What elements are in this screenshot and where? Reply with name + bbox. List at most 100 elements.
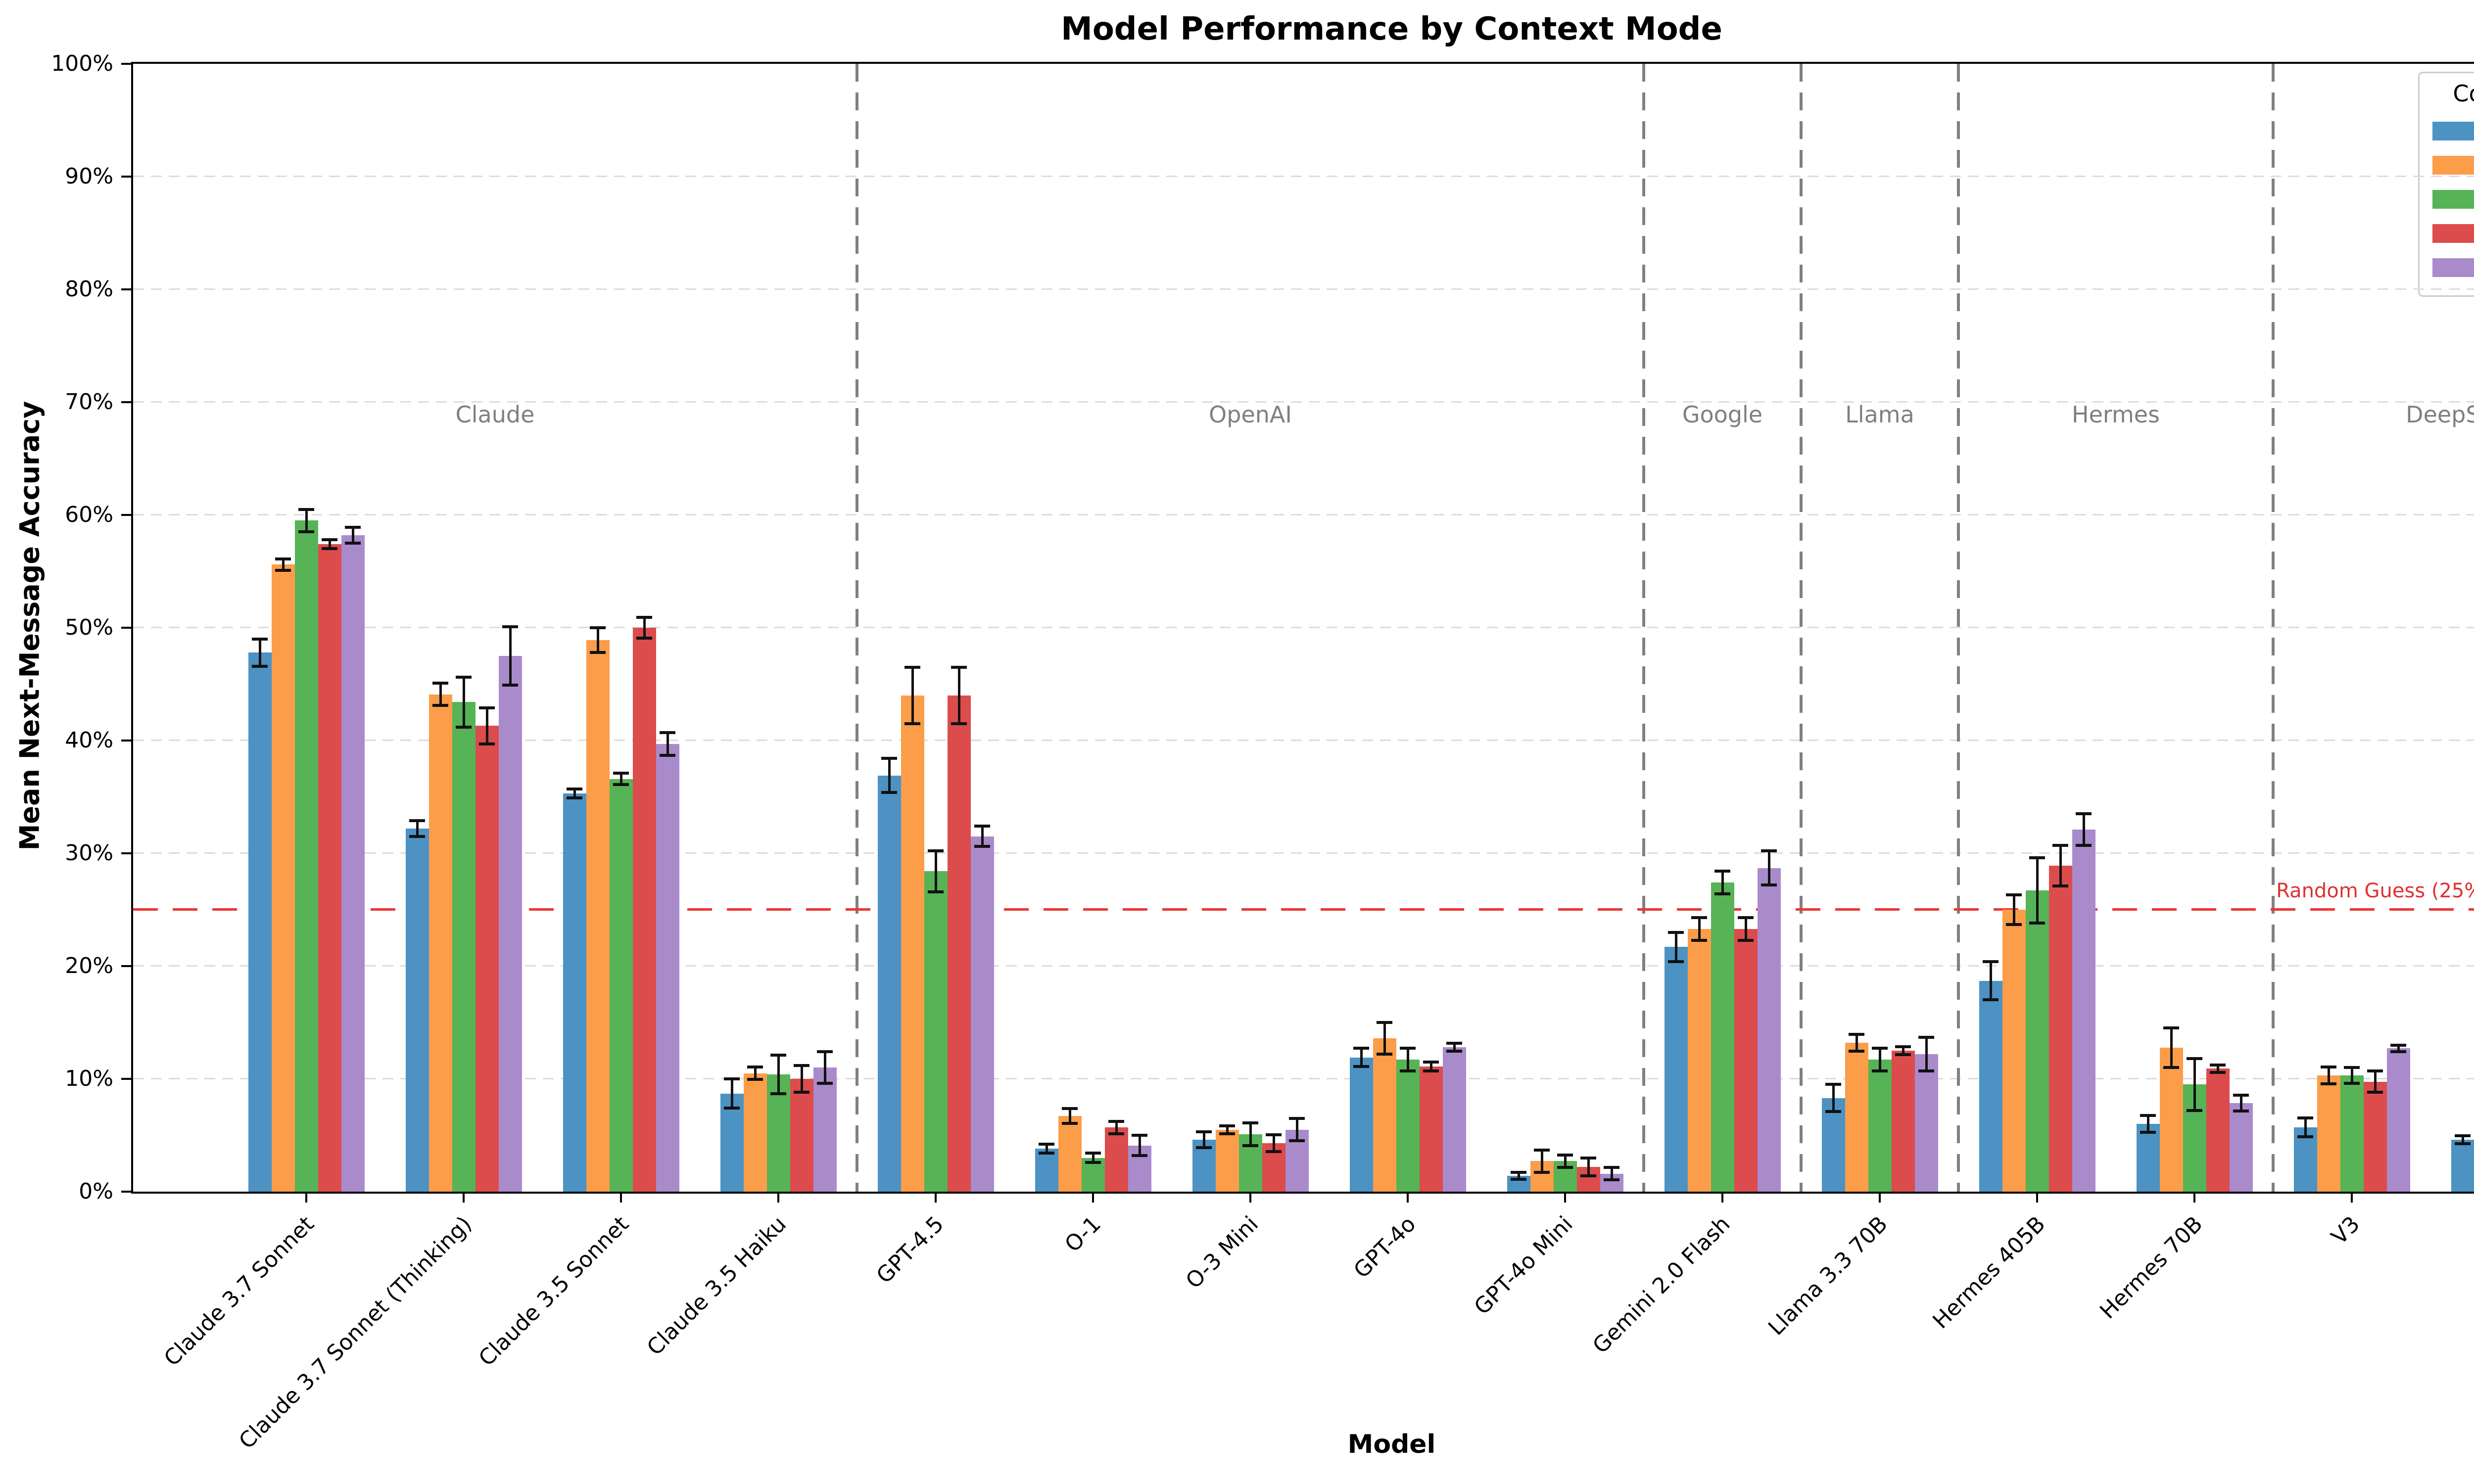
section-separator: [1800, 64, 1803, 1192]
bar: [341, 535, 365, 1192]
x-tick: [463, 1194, 465, 1203]
error-bar-cap: [2052, 884, 2068, 888]
y-tick-label: 80%: [65, 277, 113, 302]
x-tick-label: Claude 3.7 Sonnet: [159, 1211, 320, 1371]
error-bar-cap: [1534, 1171, 1550, 1174]
y-tick: [121, 627, 131, 629]
error-bar-cap: [1557, 1153, 1573, 1157]
error-bar: [1430, 1062, 1432, 1071]
x-tick: [1249, 1194, 1251, 1203]
error-bar-cap: [1849, 1032, 1864, 1036]
legend-swatch: [2432, 224, 2474, 243]
gridline: [133, 401, 2474, 403]
bar: [2072, 830, 2095, 1192]
bar: [318, 544, 341, 1192]
y-tick: [121, 740, 131, 742]
error-bar: [666, 733, 669, 755]
x-tick-label: Gemini 2.0 Flash: [1588, 1211, 1736, 1359]
error-bar-cap: [2344, 1082, 2360, 1085]
error-bar-cap: [1668, 930, 1684, 934]
error-bar: [1721, 871, 1724, 894]
gridline: [133, 740, 2474, 741]
error-bar: [352, 527, 354, 543]
bar: [1734, 928, 1758, 1192]
legend: Context Mode No Context50 Raw50 Summary1…: [2418, 72, 2474, 297]
error-bar-cap: [724, 1107, 740, 1110]
error-bar: [2217, 1065, 2219, 1073]
error-bar: [1203, 1132, 1205, 1148]
gridline: [133, 176, 2474, 177]
y-tick-label: 10%: [65, 1066, 113, 1091]
error-bar: [2036, 858, 2039, 924]
error-bar-cap: [1377, 1021, 1392, 1024]
error-bar: [1856, 1034, 1858, 1052]
bar: [609, 779, 633, 1192]
bar: [1442, 1047, 1466, 1192]
y-tick-label: 60%: [65, 502, 113, 527]
error-bar: [935, 851, 937, 892]
gridline: [133, 627, 2474, 628]
x-tick-label: GPT-4o: [1348, 1211, 1421, 1284]
section-separator: [2272, 64, 2275, 1192]
error-bar-cap: [881, 790, 897, 794]
error-bar-cap: [770, 1092, 786, 1095]
section-label: Hermes: [2071, 401, 2160, 428]
error-bar-cap: [724, 1077, 740, 1080]
y-tick-label: 20%: [65, 953, 113, 978]
error-bar-cap: [1219, 1124, 1235, 1127]
error-bar-cap: [1062, 1122, 1078, 1125]
error-bar-cap: [345, 542, 361, 545]
bar: [248, 652, 272, 1192]
y-tick-label: 70%: [65, 389, 113, 415]
error-bar-cap: [2390, 1043, 2406, 1047]
bar: [1979, 980, 2002, 1192]
error-bar: [1902, 1047, 1904, 1055]
bar: [1396, 1060, 1420, 1192]
error-bar-cap: [298, 508, 314, 511]
legend-item: No Context: [2420, 114, 2474, 148]
y-axis-label: Mean Next-Message Accuracy: [14, 401, 46, 851]
error-bar: [1587, 1158, 1590, 1176]
error-bar-cap: [1918, 1035, 1934, 1039]
error-bar: [801, 1065, 803, 1093]
error-bar-cap: [409, 835, 425, 838]
error-bar-cap: [1039, 1143, 1054, 1146]
error-bar-cap: [2052, 844, 2068, 847]
error-bar-cap: [322, 547, 337, 551]
bar: [1868, 1060, 1892, 1192]
bar: [632, 628, 656, 1192]
error-bar-cap: [1761, 883, 1777, 886]
error-bar-cap: [881, 757, 897, 760]
bar: [2386, 1048, 2410, 1192]
bar: [498, 656, 522, 1192]
error-bar-cap: [1511, 1171, 1526, 1174]
error-bar-cap: [1825, 1110, 1841, 1113]
error-bar-cap: [1400, 1047, 1416, 1050]
error-bar-cap: [951, 665, 967, 669]
error-bar-cap: [636, 636, 652, 640]
random-guess-label: Random Guess (25%): [2276, 880, 2474, 902]
error-bar: [259, 639, 261, 666]
y-tick: [121, 288, 131, 290]
bar: [475, 726, 499, 1192]
x-tick: [2036, 1194, 2038, 1203]
error-bar: [1541, 1150, 1543, 1173]
error-bar: [1407, 1048, 1409, 1071]
error-bar-cap: [1872, 1069, 1888, 1073]
error-bar-cap: [2006, 923, 2022, 926]
bar: [877, 775, 901, 1192]
error-bar: [824, 1052, 826, 1084]
x-tick-label: O-3 Mini: [1181, 1211, 1264, 1294]
error-bar-cap: [2187, 1057, 2202, 1060]
error-bar: [2193, 1058, 2196, 1111]
bar: [2340, 1075, 2364, 1192]
x-tick: [2193, 1194, 2195, 1203]
bar: [1821, 1098, 1845, 1192]
x-tick: [1564, 1194, 1566, 1203]
error-bar: [1768, 851, 1770, 885]
error-bar: [1115, 1121, 1118, 1134]
error-bar: [1092, 1153, 1094, 1162]
error-bar-cap: [2076, 812, 2092, 816]
x-tick: [620, 1194, 622, 1203]
